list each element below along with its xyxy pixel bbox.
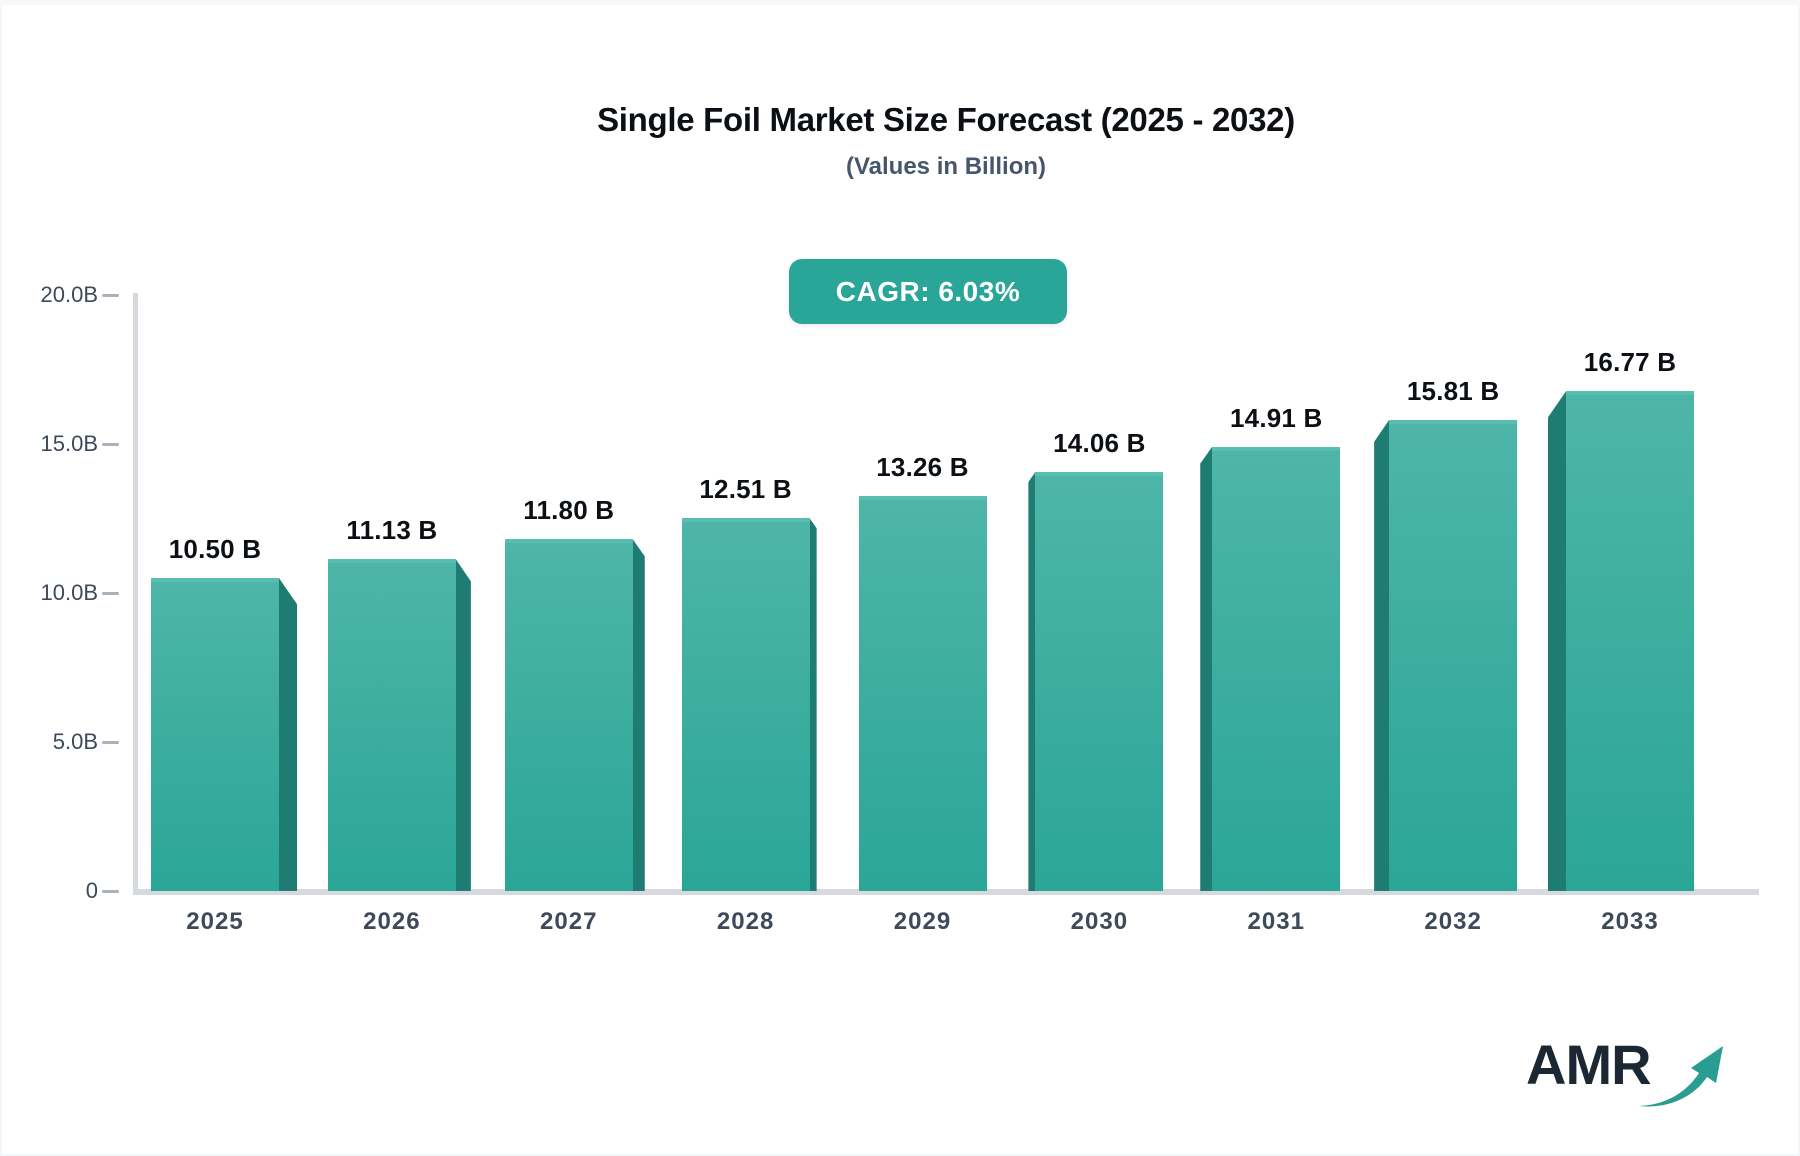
y-axis-tick-mark — [102, 889, 119, 893]
bar-3d-side — [1200, 446, 1213, 891]
bar — [151, 578, 279, 891]
bar — [1212, 446, 1341, 891]
y-axis-tick-label: 10.0B — [40, 580, 99, 605]
cagr-badge-label: CAGR: 6.03% — [835, 275, 1021, 307]
x-axis-line — [133, 889, 1759, 895]
y-axis-line — [133, 293, 138, 895]
amr-logo-text: AMR — [1526, 1033, 1652, 1096]
x-axis-tick-label: 2029 — [893, 908, 952, 935]
bar — [504, 539, 633, 891]
bar-3d-side — [455, 559, 471, 891]
bar-value-label: 10.50 B — [168, 534, 262, 565]
x-axis-tick-label: 2031 — [1247, 908, 1305, 935]
bar-value-label: 14.06 B — [1053, 428, 1146, 458]
bar-3d-side — [1548, 391, 1566, 891]
chart-subtitle: (Values in Billion) — [845, 153, 1047, 180]
y-axis-tick-mark — [102, 591, 119, 595]
chart-title: Single Foil Market Size Forecast (2025 -… — [597, 101, 1295, 138]
amr-logo: AMR — [1526, 1037, 1727, 1113]
x-axis-tick-label: 2028 — [716, 908, 775, 935]
y-axis-tick-mark — [102, 442, 119, 446]
bar-3d-side — [809, 518, 817, 891]
y-axis-tick-mark — [102, 293, 119, 297]
y-axis-tick-mark — [102, 740, 119, 744]
x-axis-tick-label: 2030 — [1070, 908, 1129, 935]
bar-value-label: 13.26 B — [876, 451, 969, 482]
bar-3d-side — [1028, 472, 1036, 891]
bar-3d-side — [1374, 419, 1390, 891]
bar-value-label: 11.80 B — [523, 495, 615, 526]
bar-3d-side — [279, 578, 297, 891]
x-axis-tick-label: 2033 — [1601, 908, 1659, 935]
bar — [1389, 419, 1518, 891]
bar — [858, 495, 987, 891]
bar — [327, 559, 456, 891]
x-axis-tick-label: 2032 — [1424, 908, 1482, 935]
bar — [1566, 391, 1694, 891]
cagr-badge: CAGR: 6.03% — [789, 259, 1067, 324]
y-axis-tick-label: 0 — [85, 878, 98, 903]
bar — [681, 518, 810, 891]
x-axis-tick-label: 2025 — [186, 908, 244, 935]
bar-value-label: 14.91 B — [1230, 402, 1323, 433]
y-axis-tick-label: 20.0B — [40, 282, 99, 307]
x-axis-tick-label: 2026 — [363, 908, 421, 935]
y-axis-tick-label: 15.0B — [40, 431, 99, 456]
growth-arrow-icon — [1638, 1046, 1723, 1107]
bar-3d-side — [632, 539, 645, 891]
x-axis-tick-label: 2027 — [540, 908, 598, 935]
bar — [1035, 472, 1164, 891]
bar-value-label: 11.13 B — [346, 515, 438, 546]
bar-value-label: 16.77 B — [1583, 347, 1677, 378]
bar-value-label: 12.51 B — [699, 474, 792, 505]
y-axis-tick-label: 5.0B — [52, 729, 98, 754]
bar-value-label: 15.81 B — [1406, 375, 1500, 406]
